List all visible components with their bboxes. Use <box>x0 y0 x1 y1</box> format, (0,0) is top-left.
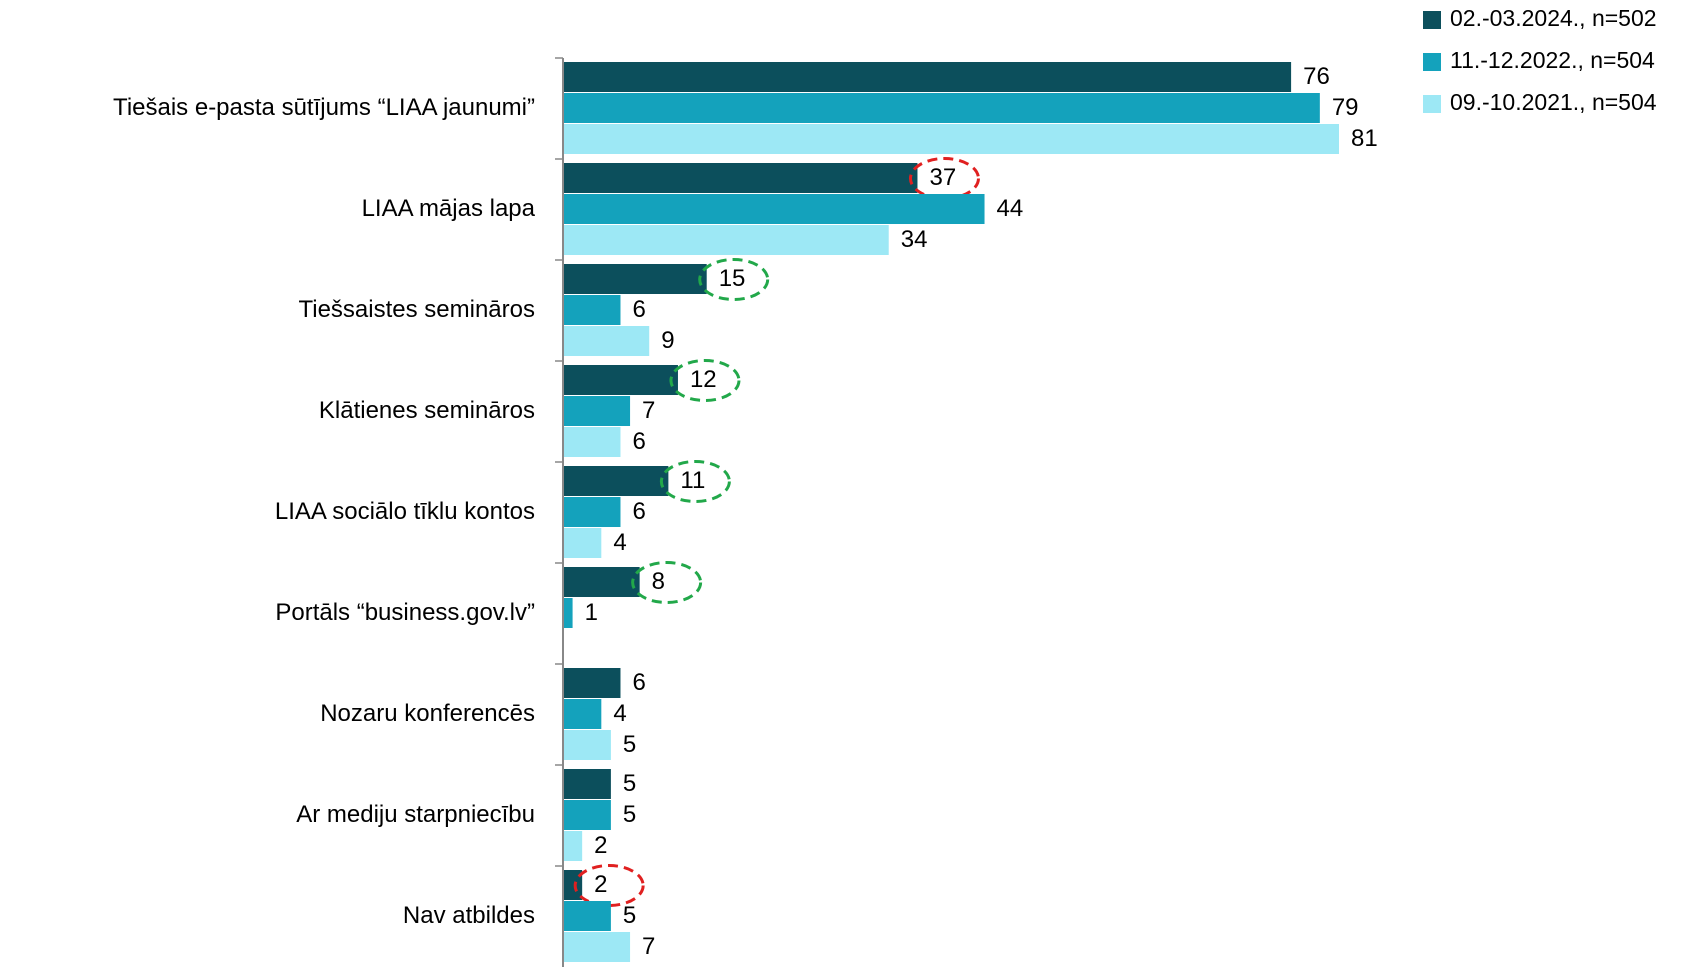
bar <box>563 427 621 457</box>
value-label: 5 <box>623 801 636 828</box>
bar <box>563 598 573 628</box>
legend-swatch <box>1423 11 1441 29</box>
value-label: 76 <box>1303 63 1330 90</box>
legend-label: 02.-03.2024., n=502 <box>1450 5 1657 31</box>
value-label: 34 <box>901 226 928 253</box>
bar <box>563 870 583 900</box>
bar <box>563 62 1292 92</box>
bar <box>563 396 631 426</box>
value-label: 6 <box>632 296 645 323</box>
bar <box>563 699 602 729</box>
value-label: 8 <box>652 568 665 595</box>
value-label: 5 <box>623 770 636 797</box>
category-label: Tiešsaistes semināros <box>298 296 535 323</box>
bar <box>563 901 611 931</box>
bar <box>563 264 707 294</box>
bar <box>563 831 583 861</box>
bar <box>563 225 889 255</box>
highlight-circle <box>573 864 645 907</box>
bar <box>563 326 650 356</box>
legend-swatch <box>1423 95 1441 113</box>
highlight-circle <box>908 157 980 200</box>
value-label: 12 <box>690 366 717 393</box>
category-label: Nozaru konferencēs <box>320 700 535 727</box>
bar <box>563 365 678 395</box>
bar <box>563 124 1339 154</box>
highlight-circle <box>669 359 741 402</box>
bar <box>563 466 669 496</box>
legend-label: 09.-10.2021., n=504 <box>1450 89 1657 115</box>
bar <box>563 800 611 830</box>
value-label: 2 <box>594 832 607 859</box>
bar <box>563 769 611 799</box>
value-label: 44 <box>997 195 1024 222</box>
legend-label: 11.-12.2022., n=504 <box>1450 47 1655 73</box>
value-label: 9 <box>661 327 674 354</box>
value-label: 6 <box>632 428 645 455</box>
value-label: 15 <box>719 265 746 292</box>
highlight-circle <box>631 561 703 604</box>
bar <box>563 730 611 760</box>
bar <box>563 497 621 527</box>
value-label: 1 <box>585 599 598 626</box>
value-label: 37 <box>929 164 956 191</box>
bar <box>563 295 621 325</box>
value-label: 5 <box>623 902 636 929</box>
highlight-circle <box>659 460 731 503</box>
category-label: Tiešais e-pasta sūtījums “LIAA jaunumi” <box>113 94 535 121</box>
bar <box>563 194 985 224</box>
highlight-circle <box>698 258 770 301</box>
bar <box>563 528 602 558</box>
value-label: 7 <box>642 933 655 960</box>
value-label: 6 <box>632 669 645 696</box>
category-label: Portāls “business.gov.lv” <box>275 599 535 626</box>
value-label: 6 <box>632 498 645 525</box>
value-label: 4 <box>613 529 626 556</box>
bar <box>563 567 640 597</box>
legend-swatch <box>1423 53 1441 71</box>
bar <box>563 93 1320 123</box>
bar <box>563 163 918 193</box>
category-label: Klātienes semināros <box>319 397 535 424</box>
bar <box>563 668 621 698</box>
value-label: 5 <box>623 731 636 758</box>
value-label: 11 <box>680 467 705 494</box>
value-label: 2 <box>594 871 607 898</box>
bar <box>563 932 631 962</box>
value-label: 7 <box>642 397 655 424</box>
value-label: 79 <box>1332 94 1359 121</box>
category-label: Ar mediju starpniecību <box>296 801 535 828</box>
value-label: 4 <box>613 700 626 727</box>
category-label: Nav atbildes <box>403 902 535 929</box>
value-label: 81 <box>1351 125 1378 152</box>
category-label: LIAA mājas lapa <box>362 195 536 222</box>
category-label: LIAA sociālo tīklu kontos <box>275 498 535 525</box>
